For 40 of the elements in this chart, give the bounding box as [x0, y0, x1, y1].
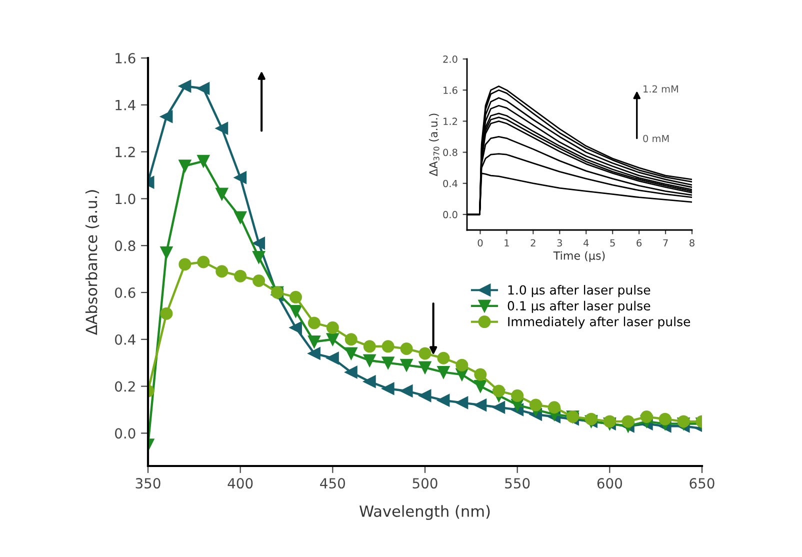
x-tick-label: 500 — [412, 478, 438, 489]
legend-label: 1.0 µs after laser pulse — [508, 284, 650, 298]
y-tick-label: 0.0 — [115, 428, 136, 439]
x-tick-label: 600 — [597, 478, 622, 489]
y-tick-label: 1.2 — [116, 146, 135, 158]
y-tick-label: 0.2 — [115, 381, 135, 392]
y-tick-label: 0.0 — [443, 210, 458, 218]
y-axis-title: ΔA$_{370}$ (a.u.) — [428, 114, 440, 176]
x-axis-title: Time (µs) — [553, 251, 605, 262]
x-tick-label: 400 — [228, 478, 253, 489]
annotation: 0 mM — [643, 134, 669, 142]
x-tick-label: 350 — [136, 478, 160, 489]
x-axis-title: Wavelength (nm) — [360, 505, 490, 520]
x-tick-label: 1 — [504, 239, 509, 246]
legend-label: 0.1 µs after laser pulse — [508, 300, 650, 313]
y-tick-label: 2.0 — [443, 55, 458, 63]
y-tick-label: 0.6 — [115, 287, 136, 298]
y-tick-label: 0.4 — [443, 180, 458, 188]
y-tick-label: 1.2 — [444, 118, 457, 125]
x-tick-label: 450 — [320, 478, 345, 489]
x-tick-label: 0 — [478, 239, 483, 247]
y-tick-label: 1.4 — [116, 100, 136, 110]
y-tick-label: 1.0 — [116, 194, 136, 204]
x-tick-label: 650 — [690, 478, 714, 489]
y-tick-label: 0.4 — [115, 334, 136, 345]
x-tick-label: 550 — [505, 478, 530, 489]
legend-label: Immediately after laser pulse — [508, 316, 690, 329]
x-tick-label: 5 — [610, 239, 615, 247]
y-tick-label: 0.8 — [443, 148, 458, 156]
x-tick-label: 4 — [584, 239, 589, 246]
y-axis-title: ΔAbsorbance (a.u.) — [85, 190, 100, 336]
x-tick-label: 2 — [530, 239, 536, 246]
x-tick-label: 8 — [690, 239, 694, 247]
y-tick-label: 1.6 — [116, 52, 136, 64]
y-tick-label: 1.6 — [444, 86, 458, 94]
x-tick-label: 6 — [636, 239, 642, 247]
x-tick-label: 7 — [663, 239, 668, 246]
annotation: 1.2 mM — [644, 85, 678, 92]
x-tick-label: 3 — [557, 239, 562, 247]
y-tick-label: 0.8 — [115, 240, 136, 252]
